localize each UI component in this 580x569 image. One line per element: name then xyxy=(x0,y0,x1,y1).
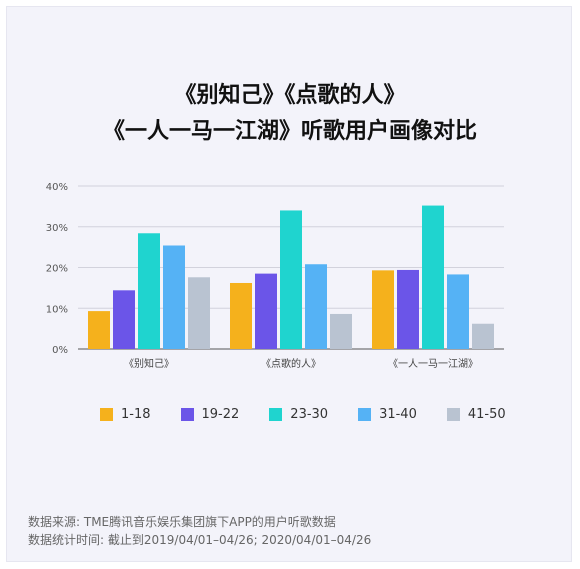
legend-label: 1-18 xyxy=(121,406,151,422)
bar xyxy=(330,313,352,349)
bar xyxy=(230,282,252,349)
chart-legend: 1-18 19-22 23-30 31-40 41-50 xyxy=(100,402,520,426)
x-category-label: 《别知己》 xyxy=(124,357,174,370)
y-tick-label: 20% xyxy=(46,264,68,275)
legend-swatch xyxy=(358,407,372,421)
legend-swatch xyxy=(446,407,460,421)
data-source-note: 数据来源: TME腾讯音乐娱乐集团旗下APP的用户听歌数据 xyxy=(28,515,336,529)
bar xyxy=(372,270,394,349)
bar xyxy=(422,205,444,349)
y-tick-label: 0% xyxy=(52,345,68,356)
x-category-label: 《一人一马一江湖》 xyxy=(388,358,478,370)
legend-item: 1-18 xyxy=(100,407,151,422)
bar xyxy=(138,233,160,349)
legend-label: 19-22 xyxy=(201,406,240,422)
legend-swatch xyxy=(180,407,194,421)
bar xyxy=(397,269,419,349)
legend-swatch xyxy=(100,407,113,421)
bar xyxy=(305,264,327,349)
legend-label: 23-30 xyxy=(290,406,329,422)
x-category-label: 《点歌的人》 xyxy=(261,357,321,370)
bar xyxy=(113,290,135,349)
legend-item: 31-40 xyxy=(358,407,417,422)
legend-item: 41-50 xyxy=(446,406,506,422)
y-tick-label: 30% xyxy=(46,223,68,234)
legend-label: 31-40 xyxy=(379,406,417,422)
y-tick-label: 40% xyxy=(46,182,68,193)
y-tick-label: 10% xyxy=(46,304,68,315)
chart-title-line1: 《别知己》《点歌的人》 xyxy=(174,83,406,108)
bar xyxy=(163,245,185,349)
bar xyxy=(472,323,494,349)
legend-item: 23-30 xyxy=(269,407,328,422)
data-period-note: 数据统计时间: 截止到2019/04/01–04/26; 2020/04/01–… xyxy=(28,533,372,547)
legend-swatch xyxy=(269,407,283,421)
bar xyxy=(447,274,469,349)
bar xyxy=(188,277,210,349)
legend-label: 41-50 xyxy=(467,406,506,422)
chart-title-line2: 《一人一马一江湖》听歌用户画像对比 xyxy=(102,119,477,144)
bar xyxy=(255,273,277,349)
bar xyxy=(280,210,302,349)
legend-item: 19-22 xyxy=(180,406,240,422)
bar xyxy=(88,311,110,349)
